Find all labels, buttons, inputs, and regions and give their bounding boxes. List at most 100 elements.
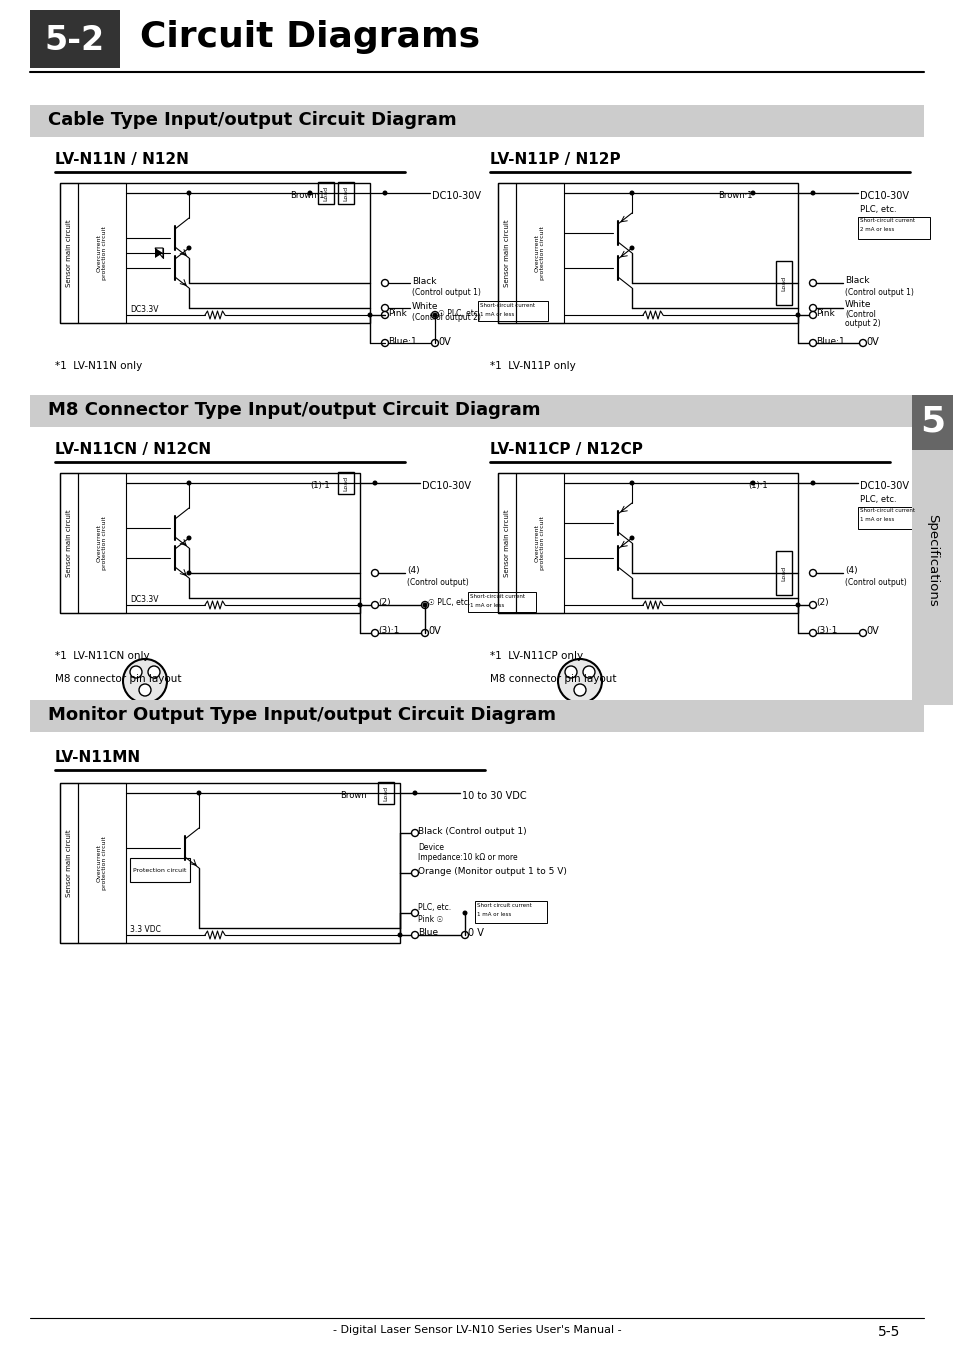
Circle shape (148, 667, 160, 677)
Text: DC3.3V: DC3.3V (130, 306, 158, 314)
Bar (497, 473, 797, 612)
Text: Black: Black (412, 277, 436, 287)
Text: output 2): output 2) (844, 319, 880, 329)
Text: PLC, etc.: PLC, etc. (859, 495, 896, 504)
Text: Monitor Output Type Input/output Circuit Diagram: Monitor Output Type Input/output Circuit… (48, 706, 556, 725)
Circle shape (421, 602, 428, 608)
Circle shape (412, 791, 417, 795)
Circle shape (432, 312, 437, 318)
Text: 1 mA or less: 1 mA or less (479, 312, 514, 316)
Circle shape (196, 791, 201, 795)
Text: Pink ☉: Pink ☉ (417, 915, 443, 923)
Text: Short circuit current: Short circuit current (476, 903, 531, 909)
Bar (377, 781, 394, 804)
Circle shape (381, 280, 388, 287)
Text: 0V: 0V (865, 337, 878, 347)
Bar (337, 183, 354, 204)
Text: *1  LV-N11CP only: *1 LV-N11CP only (490, 652, 582, 661)
Text: Short-circuit current: Short-circuit current (479, 303, 535, 308)
Text: 3.3 VDC: 3.3 VDC (130, 925, 161, 934)
Text: Blue: Blue (417, 927, 437, 937)
Text: Load: Load (343, 476, 348, 491)
Text: (Control output): (Control output) (844, 579, 905, 587)
Text: (Control output 2): (Control output 2) (412, 314, 480, 322)
Circle shape (367, 312, 372, 318)
Bar (78, 183, 126, 323)
Circle shape (809, 280, 816, 287)
Circle shape (859, 630, 865, 637)
Text: 1 mA or less: 1 mA or less (476, 913, 511, 917)
Circle shape (186, 480, 192, 485)
Text: Short-circuit current: Short-circuit current (859, 218, 914, 223)
Text: Pink: Pink (815, 310, 834, 318)
Text: Protection circuit: Protection circuit (133, 868, 187, 872)
Circle shape (809, 339, 816, 346)
Bar (477, 301, 547, 320)
Circle shape (795, 603, 800, 607)
Text: LV-N11MN: LV-N11MN (55, 750, 141, 765)
Bar (317, 183, 334, 204)
Circle shape (564, 667, 577, 677)
Text: DC3.3V: DC3.3V (130, 595, 158, 604)
Circle shape (750, 480, 755, 485)
Circle shape (381, 311, 388, 319)
Text: (4): (4) (844, 566, 857, 575)
Bar (130, 859, 190, 882)
Text: Specifications: Specifications (925, 514, 939, 607)
Bar (857, 507, 932, 529)
Circle shape (461, 932, 468, 938)
Text: DC10-30V: DC10-30V (421, 481, 471, 491)
Text: (2): (2) (377, 598, 390, 607)
Circle shape (382, 191, 387, 196)
Text: Brown·1: Brown·1 (718, 191, 752, 200)
Text: Black: Black (844, 276, 868, 285)
Polygon shape (154, 247, 163, 258)
Circle shape (186, 535, 192, 541)
Circle shape (809, 602, 816, 608)
Text: 5-5: 5-5 (877, 1325, 899, 1338)
Bar (497, 473, 516, 612)
Text: 10 to 30 VDC: 10 to 30 VDC (461, 791, 526, 800)
Text: Orange (Monitor output 1 to 5 V): Orange (Monitor output 1 to 5 V) (417, 867, 566, 876)
Text: LV-N11N / N12N: LV-N11N / N12N (55, 151, 189, 168)
Text: (Control output 1): (Control output 1) (412, 288, 480, 297)
Text: LV-N11CP / N12CP: LV-N11CP / N12CP (490, 442, 642, 457)
Text: PLC, etc.: PLC, etc. (859, 206, 896, 214)
Text: 1 mA or less: 1 mA or less (859, 516, 893, 522)
Text: White: White (412, 301, 438, 311)
Text: 5: 5 (920, 406, 944, 439)
Text: 5-2: 5-2 (45, 24, 105, 57)
Text: LV-N11P / N12P: LV-N11P / N12P (490, 151, 620, 168)
Bar (497, 183, 516, 323)
Text: M8 connector pin layout: M8 connector pin layout (55, 675, 181, 684)
Circle shape (558, 658, 601, 703)
Circle shape (381, 304, 388, 311)
Circle shape (411, 830, 418, 837)
Text: 0V: 0V (428, 626, 440, 635)
Bar (911, 395, 953, 704)
Bar (30, 700, 923, 731)
Circle shape (421, 630, 428, 637)
Circle shape (130, 667, 142, 677)
Text: *1  LV-N11N only: *1 LV-N11N only (55, 361, 142, 370)
Circle shape (431, 339, 438, 346)
Bar (30, 395, 923, 427)
Text: 0 V: 0 V (468, 927, 483, 938)
Circle shape (859, 339, 865, 346)
Text: *1  LV-N11P only: *1 LV-N11P only (490, 361, 576, 370)
Text: ☉ PLC, etc.: ☉ PLC, etc. (428, 598, 470, 607)
Circle shape (809, 304, 816, 311)
Circle shape (186, 571, 192, 576)
Circle shape (186, 246, 192, 250)
Text: (1)·1: (1)·1 (747, 481, 767, 489)
Text: ☉ PLC, etc.: ☉ PLC, etc. (437, 310, 480, 318)
Bar (60, 183, 78, 323)
Bar (775, 261, 791, 306)
Circle shape (397, 933, 402, 937)
Circle shape (371, 569, 378, 576)
Text: Brown·1: Brown·1 (290, 191, 324, 200)
Text: Sensor main circuit: Sensor main circuit (503, 219, 510, 287)
Text: Sensor main circuit: Sensor main circuit (66, 219, 71, 287)
Text: Load: Load (781, 565, 785, 580)
Bar (857, 218, 929, 239)
